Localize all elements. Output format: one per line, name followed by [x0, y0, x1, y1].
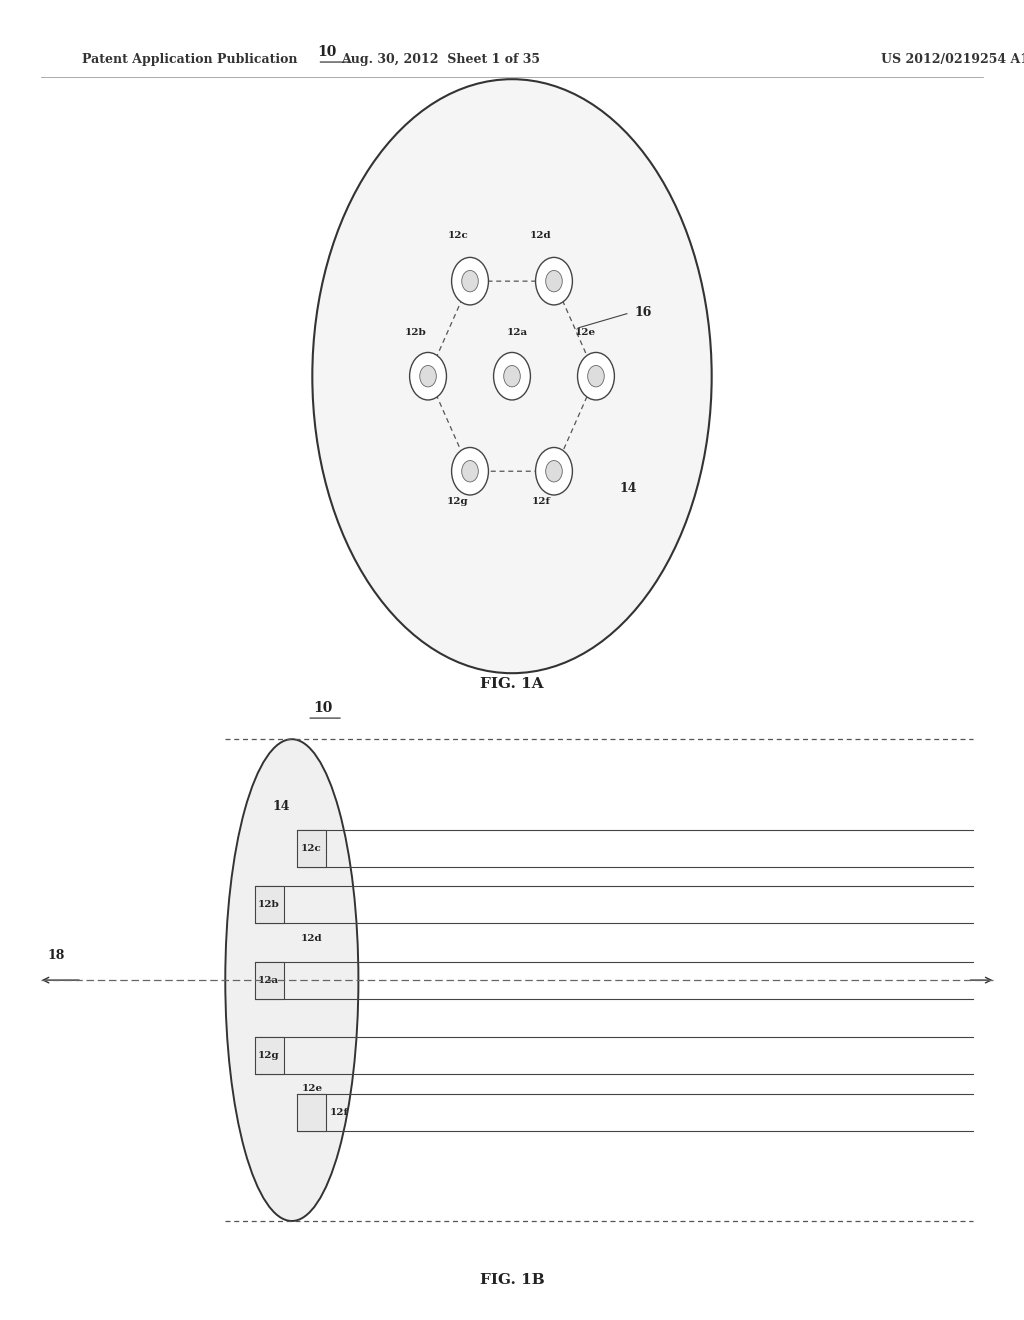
Text: 12d: 12d	[301, 935, 323, 942]
Text: FIG. 1B: FIG. 1B	[479, 1274, 545, 1287]
Text: 12d: 12d	[529, 231, 552, 240]
FancyBboxPatch shape	[255, 961, 284, 998]
Circle shape	[452, 257, 488, 305]
Text: 14: 14	[272, 800, 291, 813]
Text: 12f: 12f	[330, 1107, 348, 1117]
Circle shape	[536, 447, 572, 495]
Text: Patent Application Publication: Patent Application Publication	[82, 53, 297, 66]
Text: 12g: 12g	[257, 1051, 279, 1060]
Text: 12e: 12e	[575, 327, 596, 337]
Text: 18: 18	[48, 949, 65, 961]
Ellipse shape	[312, 79, 712, 673]
FancyBboxPatch shape	[297, 829, 326, 866]
Circle shape	[588, 366, 604, 387]
Circle shape	[462, 271, 478, 292]
Text: 12a: 12a	[257, 975, 279, 985]
Text: 12c: 12c	[301, 843, 322, 853]
Circle shape	[462, 461, 478, 482]
FancyBboxPatch shape	[255, 887, 284, 924]
Text: 12b: 12b	[404, 327, 427, 337]
Circle shape	[578, 352, 614, 400]
Text: 12b: 12b	[257, 900, 279, 909]
Text: 14: 14	[620, 482, 637, 495]
Text: 12g: 12g	[446, 496, 469, 506]
Circle shape	[420, 366, 436, 387]
Text: FIG. 1A: FIG. 1A	[480, 677, 544, 690]
Text: 12f: 12f	[531, 496, 550, 506]
FancyBboxPatch shape	[297, 1093, 326, 1130]
Text: 10: 10	[313, 701, 332, 715]
Text: 12e: 12e	[301, 1085, 323, 1093]
Text: 12a: 12a	[507, 327, 527, 337]
Circle shape	[410, 352, 446, 400]
Circle shape	[546, 271, 562, 292]
FancyBboxPatch shape	[255, 1038, 284, 1074]
Text: 10: 10	[317, 45, 337, 59]
Ellipse shape	[225, 739, 358, 1221]
Circle shape	[504, 366, 520, 387]
Circle shape	[452, 447, 488, 495]
Text: Aug. 30, 2012  Sheet 1 of 35: Aug. 30, 2012 Sheet 1 of 35	[341, 53, 540, 66]
Circle shape	[494, 352, 530, 400]
Circle shape	[546, 461, 562, 482]
Circle shape	[536, 257, 572, 305]
Text: US 2012/0219254 A1: US 2012/0219254 A1	[881, 53, 1024, 66]
Text: 16: 16	[635, 306, 652, 319]
Text: 12c: 12c	[447, 231, 468, 240]
